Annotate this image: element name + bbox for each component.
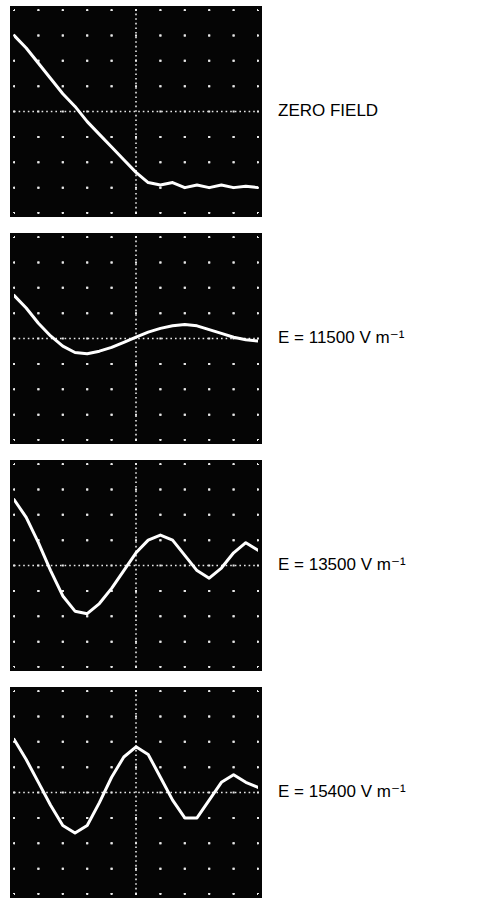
panel: E = 15400 V m⁻¹: [10, 687, 406, 898]
grid-line: [159, 464, 161, 667]
grid-line: [14, 741, 258, 743]
grid-line: [14, 136, 258, 138]
trace: [14, 739, 258, 833]
page: {"chart_data": [ {"type": "line", "title…: [0, 0, 485, 908]
grid: [14, 464, 258, 667]
grid-line: [233, 10, 235, 213]
grid-line: [14, 615, 258, 617]
grid-line: [14, 60, 258, 62]
grid-line: [14, 212, 258, 214]
grid-line: [62, 464, 64, 667]
traces: [14, 295, 258, 353]
grid-line: [14, 187, 258, 189]
screen: [10, 687, 262, 898]
grid-line: [14, 34, 258, 36]
figure: ZERO FIELD E = 11500 V m⁻¹ E = 13500 V m⁻¹…: [0, 0, 485, 908]
grid-line: [159, 10, 161, 213]
panel-label: E = 13500 V m⁻¹: [278, 555, 406, 574]
grid-line: [14, 666, 258, 668]
grid-line: [159, 691, 161, 894]
grid-line: [14, 842, 258, 844]
grid-line: [14, 766, 258, 768]
grid-line: [14, 85, 258, 87]
grid-line: [14, 414, 258, 416]
panel-label: E = 15400 V m⁻¹: [278, 782, 406, 801]
grid-line: [159, 237, 161, 440]
grid-line: [233, 464, 235, 667]
grid-line: [62, 237, 64, 440]
grid-line: [14, 287, 258, 289]
grid-line: [14, 312, 258, 314]
grid: [14, 10, 258, 213]
grid-line: [14, 388, 258, 390]
center-grid-line: [135, 464, 137, 667]
grid-line: [14, 236, 258, 238]
trace: [14, 35, 258, 187]
grid-line: [14, 715, 258, 717]
traces: [14, 500, 258, 614]
center-grid-line: [135, 691, 137, 894]
grid-line: [14, 488, 258, 490]
grid-line: [14, 893, 258, 895]
grid: [14, 691, 258, 894]
grid-line: [14, 161, 258, 163]
screen: [10, 6, 262, 217]
grid-line: [14, 463, 258, 465]
grid-line: [14, 439, 258, 441]
grid-line: [14, 9, 258, 11]
grid-line: [14, 539, 258, 541]
trace: [14, 295, 258, 353]
grid-line: [233, 691, 235, 894]
grid: [14, 237, 258, 440]
screen: [10, 233, 262, 444]
grid-line: [14, 363, 258, 365]
traces: [14, 739, 258, 833]
panel: ZERO FIELD: [10, 6, 378, 217]
trace: [14, 500, 258, 614]
grid-line: [62, 10, 64, 213]
grid-line: [14, 817, 258, 819]
center-grid-line: [14, 111, 258, 113]
panel-label: ZERO FIELD: [278, 101, 378, 120]
grid-line: [14, 868, 258, 870]
grid-line: [62, 691, 64, 894]
grid-line: [14, 590, 258, 592]
grid-line: [14, 514, 258, 516]
center-grid-line: [135, 10, 137, 213]
grid-line: [14, 641, 258, 643]
panel: E = 11500 V m⁻¹: [10, 233, 405, 444]
screen: [10, 460, 262, 671]
grid-line: [14, 690, 258, 692]
traces: [14, 35, 258, 187]
panel-label: E = 11500 V m⁻¹: [278, 328, 405, 347]
panel: E = 13500 V m⁻¹: [10, 460, 406, 671]
center-grid-line: [14, 792, 258, 794]
grid-line: [14, 261, 258, 263]
